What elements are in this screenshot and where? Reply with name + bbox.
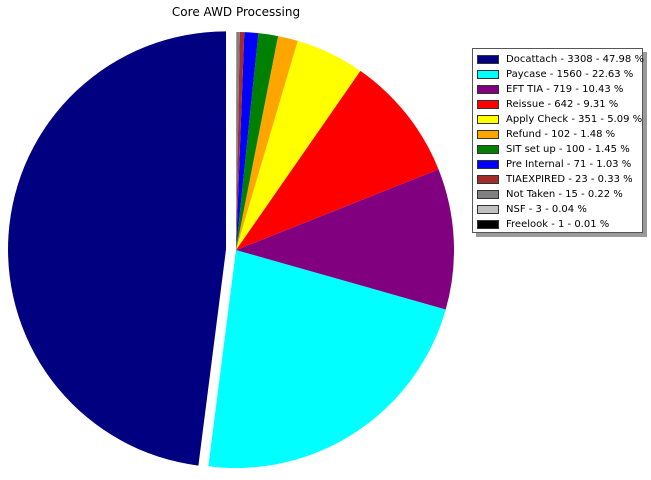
pie-slice-not-taken — [236, 32, 240, 250]
legend-item: NSF - 3 - 0.04 % — [477, 203, 587, 216]
legend-label: Apply Check - 351 - 5.09 % — [506, 114, 643, 125]
legend-label: Freelook - 1 - 0.01 % — [506, 219, 610, 230]
legend-label: Refund - 102 - 1.48 % — [506, 129, 616, 140]
legend-label: Pre Internal - 71 - 1.03 % — [506, 159, 632, 170]
pie-slice-refund — [236, 36, 298, 250]
legend-item: Not Taken - 15 - 0.22 % — [477, 188, 623, 201]
pie-slice-tiaexpired — [236, 32, 245, 250]
legend-item: Freelook - 1 - 0.01 % — [477, 218, 609, 231]
legend-item: Pre Internal - 71 - 1.03 % — [477, 158, 631, 171]
legend-label: SIT set up - 100 - 1.45 % — [506, 144, 630, 155]
legend-item: SIT set up - 100 - 1.45 % — [477, 143, 630, 156]
legend-swatch — [477, 55, 499, 64]
legend-item: EFT TIA - 719 - 10.43 % — [477, 83, 623, 96]
pie-slice-reissue — [236, 70, 439, 251]
legend-item: Paycase - 1560 - 22.63 % — [477, 68, 633, 81]
pie-slice-pre-internal — [236, 32, 259, 250]
legend-swatch — [477, 160, 499, 169]
legend: Docattach - 3308 - 47.98 % Paycase - 1560… — [472, 48, 644, 233]
legend-label: NSF - 3 - 0.04 % — [506, 204, 587, 215]
legend-label: TIAEXPIRED - 23 - 0.33 % — [506, 174, 633, 185]
pie-slice-nsf — [236, 32, 237, 250]
legend-swatch — [477, 190, 499, 199]
pie-slice-apply-check — [236, 40, 361, 250]
chart-title: Core AWD Processing — [171, 5, 301, 19]
legend-item: Apply Check - 351 - 5.09 % — [477, 113, 642, 126]
pie-slice-eft-tia — [236, 169, 455, 310]
legend-label: Docattach - 3308 - 47.98 % — [506, 54, 644, 65]
legend-item: Refund - 102 - 1.48 % — [477, 128, 615, 141]
legend-swatch — [477, 175, 499, 184]
legend-swatch — [477, 205, 499, 214]
legend-swatch — [477, 85, 499, 94]
legend-swatch — [477, 115, 499, 124]
legend-item: TIAEXPIRED - 23 - 0.33 % — [477, 173, 633, 186]
pie-chart — [8, 31, 455, 468]
legend-swatch — [477, 70, 499, 79]
legend-label: Not Taken - 15 - 0.22 % — [506, 189, 623, 200]
pie-slice-docattach — [8, 31, 227, 466]
legend-label: Reissue - 642 - 9.31 % — [506, 99, 619, 110]
legend-swatch — [477, 100, 499, 109]
legend-label: EFT TIA - 719 - 10.43 % — [506, 84, 624, 95]
legend-label: Paycase - 1560 - 22.63 % — [506, 69, 634, 80]
pie-slice-paycase — [208, 250, 446, 468]
legend-item: Reissue - 642 - 9.31 % — [477, 98, 618, 111]
legend-swatch — [477, 130, 499, 139]
legend-swatch — [477, 145, 499, 154]
legend-item: Docattach - 3308 - 47.98 % — [477, 53, 644, 66]
legend-swatch — [477, 220, 499, 229]
pie-slice-sit-set-up — [236, 33, 279, 251]
